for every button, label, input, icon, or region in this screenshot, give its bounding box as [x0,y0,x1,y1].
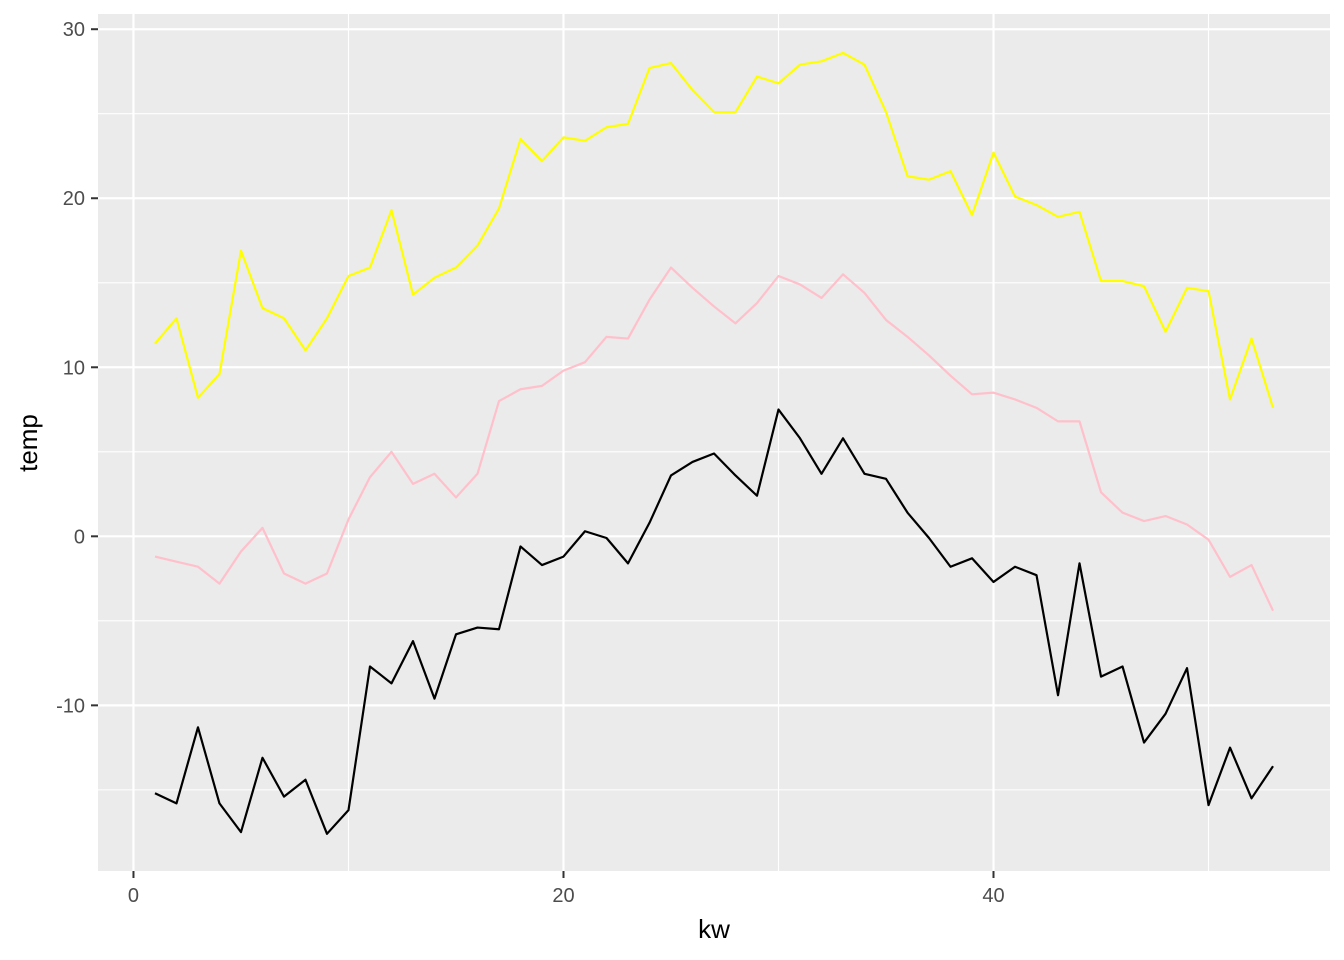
x-axis: 0 20 40 [128,871,1005,907]
y-tick-label: -10 [56,695,85,717]
series-lines [154,51,1275,835]
series-line-3 [154,408,1274,835]
plot-panel [98,14,1330,871]
x-tick-label: 20 [552,885,574,907]
series-line-1 [154,51,1275,409]
major-gridlines [98,14,1330,871]
y-tick-label: 0 [74,526,85,548]
y-tick-label: 20 [63,188,85,210]
series-line-2 [154,266,1275,612]
minor-gridlines [98,14,1330,871]
y-tick-label: 30 [63,19,85,41]
x-tick-label: 0 [128,885,139,907]
y-axis: -10 0 10 20 30 [56,19,98,717]
x-tick-label: 40 [982,885,1004,907]
x-axis-title: kw [698,914,730,944]
y-tick-label: 10 [63,357,85,379]
y-axis-title: temp [13,414,43,472]
